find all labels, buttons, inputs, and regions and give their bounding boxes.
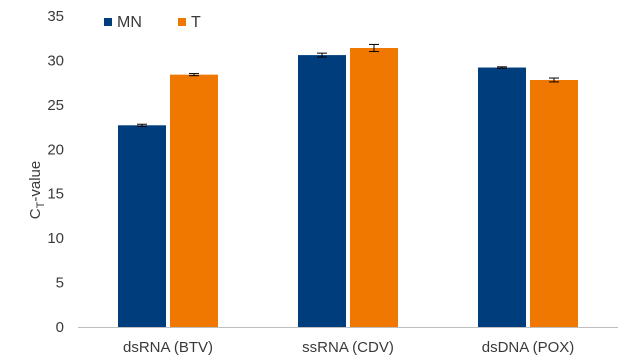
error-bar-mn-0 — [137, 123, 147, 127]
y-axis-title-rest: -value — [27, 161, 44, 202]
y-tick-label-2: 10 — [47, 230, 64, 247]
y-tick-label-7: 35 — [47, 8, 64, 25]
y-tick-label-4: 20 — [47, 141, 64, 158]
bar-t-0 — [170, 74, 218, 327]
error-bar-mn-1 — [317, 52, 327, 58]
y-tick-label-0: 0 — [56, 319, 64, 336]
legend-swatch-mn — [104, 18, 112, 26]
legend: MN T — [104, 14, 201, 31]
x-category-label-2: dsDNA (POX) — [482, 339, 575, 356]
legend-swatch-t — [178, 18, 186, 26]
y-axis-title-subscript: T — [35, 201, 47, 208]
error-bar-t-0 — [189, 73, 199, 77]
y-axis-ticks: 0 5 10 15 20 25 30 35 — [47, 8, 64, 336]
y-axis-title: CT-value — [27, 161, 47, 219]
bar-t-1 — [350, 47, 398, 327]
bar-mn-1 — [298, 55, 346, 328]
error-bars — [137, 43, 559, 127]
y-axis-title-main: C — [27, 208, 44, 219]
x-axis-labels: dsRNA (BTV) ssRNA (CDV) dsDNA (POX) — [123, 339, 574, 356]
bars — [118, 47, 578, 328]
bar-t-2 — [530, 79, 578, 327]
y-tick-label-5: 25 — [47, 97, 64, 114]
x-category-label-1: ssRNA (CDV) — [302, 339, 394, 356]
error-bar-mn-2 — [497, 66, 507, 69]
y-tick-label-6: 30 — [47, 52, 64, 69]
x-category-label-0: dsRNA (BTV) — [123, 339, 213, 356]
svg-text:CT-value: CT-value — [27, 161, 47, 219]
error-bar-t-2 — [549, 77, 559, 83]
legend-label-t: T — [191, 14, 201, 31]
error-bar-t-1 — [369, 43, 379, 53]
bar-mn-2 — [478, 67, 526, 327]
y-tick-label-1: 5 — [56, 275, 64, 292]
legend-label-mn: MN — [117, 14, 142, 31]
y-tick-label-3: 15 — [47, 186, 64, 203]
bar-mn-0 — [118, 125, 166, 328]
